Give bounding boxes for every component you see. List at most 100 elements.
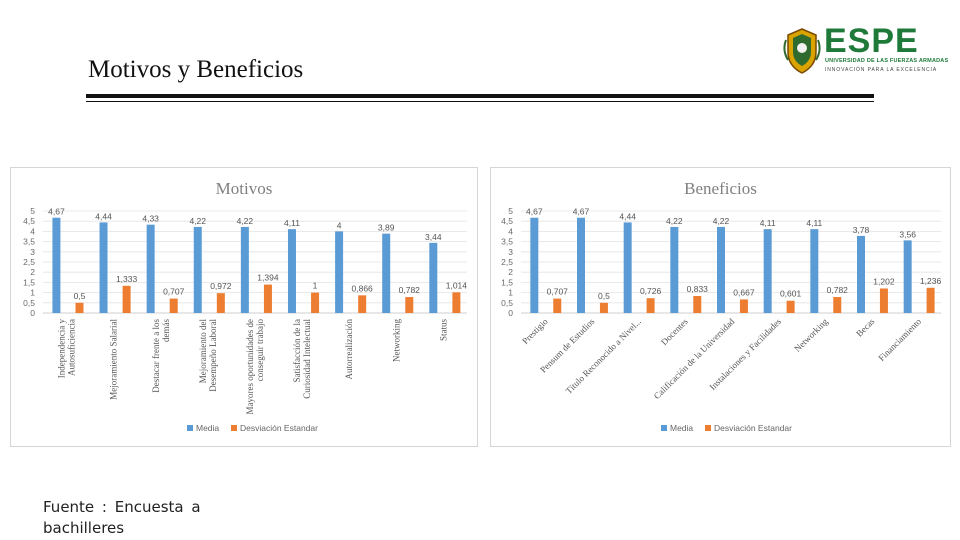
motivos-category-label: Networking bbox=[391, 319, 401, 362]
beneficios-bar-desviacion bbox=[646, 298, 655, 313]
beneficios-category-label: Calificación de la Universidad bbox=[652, 316, 737, 401]
beneficios-legend-swatch-desviacion bbox=[705, 425, 711, 431]
motivos-legend-swatch-media bbox=[187, 425, 193, 431]
beneficios-category-label: Título Reconocido a Nivel... bbox=[564, 316, 644, 396]
motivos-category-label: Mejoramiento Salarial bbox=[109, 319, 119, 400]
beneficios-data-label-media: 4,22 bbox=[713, 216, 730, 226]
motivos-y-tick-label: 0,5 bbox=[23, 298, 35, 308]
motivos-data-label-media: 4,22 bbox=[237, 216, 254, 226]
motivos-data-label-desviacion: 0,866 bbox=[352, 283, 374, 293]
motivos-bar-media bbox=[382, 233, 391, 313]
beneficios-data-label-media: 4,67 bbox=[573, 207, 590, 217]
beneficios-bar-media bbox=[857, 235, 865, 313]
motivos-category-label: Desempeño Laboral bbox=[208, 319, 218, 392]
motivos-bar-media bbox=[335, 231, 344, 313]
motivos-data-label-desviacion: 0,707 bbox=[163, 287, 185, 297]
beneficios-bar-media bbox=[577, 217, 585, 313]
motivos-bar-desviacion bbox=[405, 297, 414, 313]
beneficios-category-label: Prestigio bbox=[520, 316, 550, 346]
motivos-bar-media bbox=[240, 226, 249, 313]
logo-university-name: UNIVERSIDAD DE LAS FUERZAS ARMADAS bbox=[825, 58, 949, 64]
beneficios-data-label-desviacion: 0,707 bbox=[547, 287, 569, 297]
motivos-y-tick-label: 3 bbox=[30, 247, 35, 257]
motivos-data-label-desviacion: 0,782 bbox=[399, 285, 421, 295]
beneficios-y-tick-label: 0,5 bbox=[501, 298, 513, 308]
beneficios-y-tick-label: 5 bbox=[508, 206, 513, 216]
beneficios-data-label-desviacion: 0,782 bbox=[827, 285, 849, 295]
beneficios-bar-desviacion bbox=[879, 288, 888, 313]
motivos-bar-media bbox=[287, 229, 296, 313]
motivos-category-label: Mayores oportunidades de bbox=[245, 319, 255, 414]
beneficios-bar-desviacion bbox=[553, 298, 562, 313]
beneficios-bar-desviacion bbox=[599, 302, 608, 313]
motivos-data-label-media: 4,33 bbox=[142, 214, 159, 224]
beneficios-bar-media bbox=[623, 222, 632, 313]
beneficios-legend-swatch-media bbox=[661, 425, 667, 431]
motivos-bar-media bbox=[52, 217, 61, 313]
beneficios-y-tick-label: 4,5 bbox=[501, 216, 513, 226]
motivos-category-label: Satisfacción de la bbox=[292, 319, 302, 382]
motivos-bar-media bbox=[146, 224, 155, 313]
motivos-y-tick-label: 4,5 bbox=[23, 216, 35, 226]
motivos-y-tick-label: 3,5 bbox=[23, 237, 35, 247]
logo-motto: INNOVACIÓN PARA LA EXCELENCIA bbox=[825, 67, 938, 73]
motivos-data-label-media: 4 bbox=[337, 220, 342, 230]
slide-title: Motivos y Beneficios bbox=[88, 56, 304, 83]
motivos-category-label: Independencia y bbox=[57, 319, 67, 379]
motivos-data-label-desviacion: 0,972 bbox=[210, 281, 232, 291]
beneficios-data-label-media: 4,22 bbox=[666, 216, 683, 226]
beneficios-bar-media bbox=[810, 229, 819, 313]
beneficios-data-label-media: 4,44 bbox=[619, 211, 636, 221]
motivos-category-label: Destacar frente a los bbox=[151, 319, 161, 393]
motivos-data-label-media: 4,22 bbox=[189, 216, 206, 226]
motivos-chart-panel: Motivos 0 0,5 1 1,5 2 2,5 3 3,5 4 4,5 5 4,67 0,5 Indep… bbox=[10, 167, 478, 447]
beneficios-y-tick-label: 1 bbox=[508, 288, 513, 298]
motivos-chart-title: Motivos bbox=[216, 179, 273, 198]
beneficios-bar-media bbox=[670, 226, 679, 313]
beneficios-legend-label-media: Media bbox=[670, 423, 693, 433]
motivos-category-label: Status bbox=[438, 319, 448, 342]
title-rule-thin bbox=[86, 101, 874, 102]
beneficios-data-label-desviacion: 0,667 bbox=[733, 287, 755, 297]
beneficios-category-label: Becas bbox=[854, 316, 877, 339]
beneficios-data-label-media: 4,11 bbox=[806, 218, 822, 228]
motivos-bar-desviacion bbox=[216, 293, 225, 313]
motivos-category-label: Autosuficiencia bbox=[67, 319, 77, 376]
motivos-bar-desviacion bbox=[122, 285, 131, 313]
motivos-legend-label-media: Media bbox=[196, 423, 219, 433]
motivos-bar-desviacion bbox=[75, 302, 84, 313]
beneficios-data-label-desviacion: 0,601 bbox=[780, 289, 802, 299]
beneficios-chart-title: Beneficios bbox=[684, 179, 757, 198]
motivos-bar-desviacion bbox=[358, 295, 367, 313]
motivos-data-label-media: 4,11 bbox=[284, 218, 300, 228]
beneficios-y-tick-label: 3,5 bbox=[501, 237, 513, 247]
motivos-data-label-media: 3,89 bbox=[378, 223, 395, 233]
beneficios-bar-desviacion bbox=[926, 287, 935, 313]
motivos-y-tick-label: 5 bbox=[30, 206, 35, 216]
motivos-y-tick-label: 1 bbox=[30, 288, 35, 298]
beneficios-legend-label-desviacion: Desviación Estandar bbox=[714, 423, 792, 433]
beneficios-bar-media bbox=[903, 240, 912, 313]
beneficios-data-label-media: 3,78 bbox=[853, 225, 870, 235]
beneficios-data-label-media: 4,67 bbox=[526, 207, 543, 217]
beneficios-category-label: Docentes bbox=[659, 316, 690, 347]
beneficios-bar-desviacion bbox=[739, 299, 748, 313]
motivos-bar-desviacion bbox=[263, 284, 272, 313]
beneficios-y-tick-label: 1,5 bbox=[501, 277, 513, 287]
beneficios-y-tick-label: 2,5 bbox=[501, 257, 513, 267]
motivos-y-tick-label: 2,5 bbox=[23, 257, 35, 267]
beneficios-chart-panel: Beneficios 0 0,5 1 1,5 2 2,5 3 3,5 4 4,5 5 4,67 0,707… bbox=[490, 167, 951, 447]
motivos-category-label: Autorrealización bbox=[344, 319, 354, 380]
beneficios-data-label-desviacion: 0,726 bbox=[640, 286, 662, 296]
beneficios-data-label-desviacion: 1,236 bbox=[920, 276, 942, 286]
title-rule-thick bbox=[86, 94, 874, 98]
beneficios-bar-desviacion bbox=[786, 300, 795, 313]
motivos-legend-swatch-desviacion bbox=[231, 425, 237, 431]
motivos-bar-desviacion bbox=[452, 292, 461, 313]
motivos-category-label: Mejoramiento del bbox=[198, 319, 208, 384]
beneficios-category-label: Networking bbox=[792, 316, 830, 354]
motivos-data-label-desviacion: 0,5 bbox=[74, 291, 86, 301]
motivos-legend-label-desviacion: Desviación Estandar bbox=[240, 423, 318, 433]
